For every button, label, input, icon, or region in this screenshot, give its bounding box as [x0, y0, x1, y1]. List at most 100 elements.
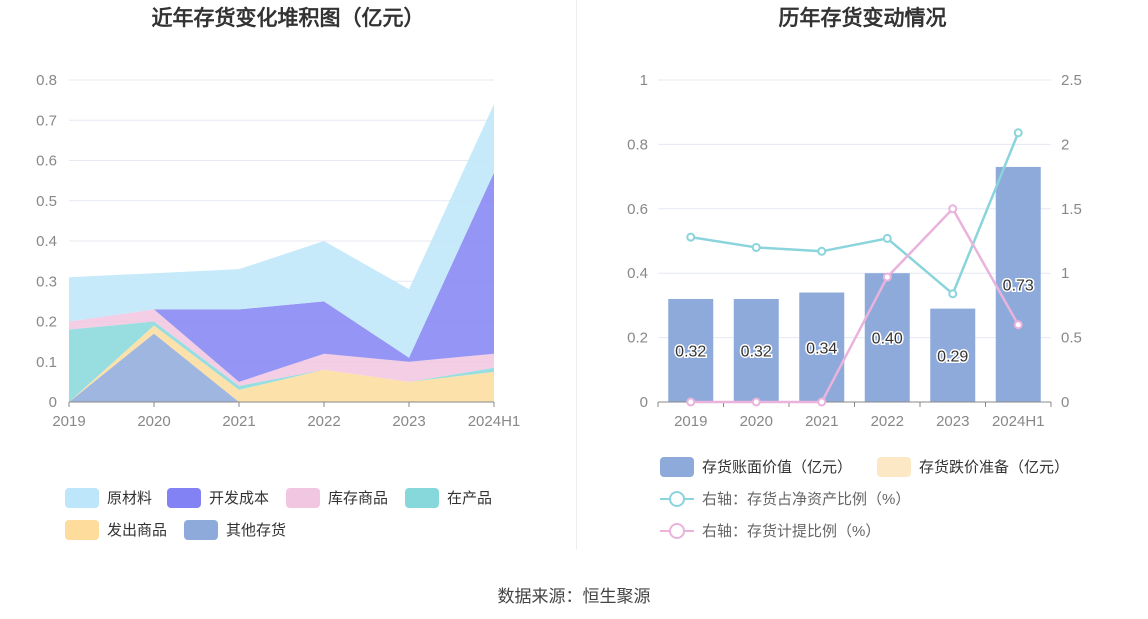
- y-left-tick-label: 0.4: [627, 265, 648, 282]
- legend-item[interactable]: 右轴：存货占净资产比例（%）: [660, 488, 910, 509]
- panel-divider: [576, 0, 577, 550]
- bar: [995, 166, 1041, 402]
- legend-item[interactable]: 其他存货: [184, 519, 286, 540]
- legend-label: 右轴：存货占净资产比例（%）: [702, 491, 911, 508]
- line-point: [817, 246, 827, 256]
- bar-value-label: 0.32: [675, 343, 706, 360]
- legend-label: 原材料: [107, 490, 153, 507]
- bar-line-chart-panel: 历年存货变动情况 0 0.2 0.4 0.6 0.8 1 0 0.5 1 1.5 2 2.5 2019 2…: [577, 0, 1148, 560]
- legend-item[interactable]: 存货账面价值（亿元）: [660, 456, 852, 477]
- legend-swatch: [65, 487, 99, 508]
- legend-item[interactable]: 在产品: [405, 487, 492, 508]
- y-right-tick-label: 1.5: [1061, 201, 1082, 218]
- legend-item[interactable]: 右轴：存货计提比例（%）: [660, 520, 880, 541]
- legend-swatch: [405, 487, 439, 508]
- stacked-area-chart-panel: 近年存货变化堆积图（亿元） 0 0.1 0.2 0.3 0.4 0.5 0.6 0.7 0.8 2…: [0, 0, 576, 560]
- line-point: [686, 232, 696, 242]
- line-point: [1013, 128, 1023, 138]
- legend-item[interactable]: 库存商品: [286, 487, 388, 508]
- bar-value-label: 0.29: [937, 348, 968, 365]
- bar: [799, 292, 845, 402]
- bar-value-label: 0.32: [741, 343, 772, 360]
- x-tick-label: 2019: [52, 413, 85, 430]
- line-point: [882, 272, 892, 282]
- legend-swatch: [184, 519, 218, 540]
- legend-label: 在产品: [447, 490, 493, 507]
- x-tick-label: 2024H1: [468, 413, 521, 430]
- y-tick-label: 0.1: [36, 354, 57, 371]
- bar: [864, 273, 910, 402]
- bar: [668, 298, 714, 402]
- bar-value-label: 0.40: [872, 331, 903, 348]
- y-tick-label: 0.2: [36, 314, 57, 331]
- legend-swatch: [877, 456, 911, 477]
- y-tick-label: 0.3: [36, 273, 57, 290]
- y-right-tick-label: 1: [1061, 265, 1069, 282]
- line-point: [817, 397, 827, 407]
- legend-swatch: [660, 456, 694, 477]
- bar-line-combo-chart: 0 0.2 0.4 0.6 0.8 1 0 0.5 1 1.5 2 2.5 2019 2020 2021 20…: [627, 72, 1082, 430]
- x-tick-label: 2023: [392, 413, 425, 430]
- left-chart-legend: 原材料 开发成本 库存商品 在产品发出商品 其他存货: [0, 0, 576, 560]
- legend-label: 其他存货: [226, 522, 287, 539]
- x-tick-label: 2024H1: [992, 413, 1045, 430]
- legend-label: 存货跌价准备（亿元）: [919, 459, 1070, 476]
- y-tick-label: 0.6: [36, 153, 57, 170]
- x-tick-label: 2021: [222, 413, 255, 430]
- y-tick-label: 0.7: [36, 112, 57, 129]
- legend-item[interactable]: 存货跌价准备（亿元）: [877, 456, 1069, 477]
- legend-item[interactable]: 原材料: [65, 487, 152, 508]
- bar-value-label: 0.34: [806, 340, 837, 357]
- legend-swatch: [286, 487, 320, 508]
- y-right-tick-label: 2: [1061, 136, 1069, 153]
- data-source-note: 数据来源：恒生聚源: [497, 587, 651, 606]
- line-series-1: [690, 132, 1020, 296]
- legend-label: 右轴：存货计提比例（%）: [702, 523, 881, 540]
- x-tick-label: 2023: [936, 413, 969, 430]
- y-right-tick-label: 0: [1061, 394, 1069, 411]
- x-tick-label: 2020: [137, 413, 170, 430]
- y-tick-label: 0: [49, 394, 57, 411]
- x-tick-label: 2021: [805, 413, 838, 430]
- line-series-2: [690, 206, 1020, 404]
- stacked-area-chart: 0 0.1 0.2 0.3 0.4 0.5 0.6 0.7 0.8 2019 2020 2021 202…: [36, 72, 521, 430]
- y-left-tick-label: 0: [640, 394, 648, 411]
- y-left-tick-label: 0.6: [627, 201, 648, 218]
- y-tick-label: 0.5: [36, 193, 57, 210]
- line-point: [686, 397, 696, 407]
- area-series-2: [69, 325, 494, 402]
- y-tick-label: 0.8: [36, 72, 57, 89]
- area-series-6: [69, 104, 494, 358]
- area-series-3: [69, 321, 494, 402]
- x-tick-label: 2020: [740, 413, 773, 430]
- legend-swatch: [65, 519, 99, 540]
- y-left-tick-label: 0.8: [627, 136, 648, 153]
- legend-item[interactable]: 发出商品: [65, 519, 167, 540]
- legend-label: 发出商品: [107, 522, 168, 539]
- legend-swatch: [167, 487, 201, 508]
- line-point: [948, 204, 958, 214]
- legend-label: 开发成本: [209, 490, 270, 507]
- line-point: [882, 233, 892, 243]
- legend-item[interactable]: 开发成本: [167, 487, 269, 508]
- legend-swatch: [660, 489, 694, 509]
- left-chart-title: 近年存货变化堆积图（亿元）: [151, 7, 425, 30]
- bar: [733, 298, 779, 402]
- x-tick-label: 2022: [871, 413, 904, 430]
- x-tick-label: 2022: [307, 413, 340, 430]
- legend-label: 库存商品: [328, 490, 389, 507]
- area-series-1: [69, 333, 494, 402]
- right-chart-title: 历年存货变动情况: [778, 7, 947, 30]
- line-point: [751, 242, 761, 252]
- y-left-tick-label: 0.2: [627, 330, 648, 347]
- x-tick-label: 2019: [674, 413, 707, 430]
- area-series-5: [69, 172, 494, 382]
- line-point: [1013, 320, 1023, 330]
- legend-swatch: [660, 521, 694, 541]
- bar-value-label: 0.73: [1003, 277, 1034, 294]
- legend-label: 存货账面价值（亿元）: [702, 459, 853, 476]
- line-point: [948, 289, 958, 299]
- right-chart-legend: 存货账面价值（亿元） 存货跌价准备（亿元） 右轴：存货占净资产比例（%） 右轴：存货计…: [577, 0, 1148, 560]
- y-tick-label: 0.4: [36, 233, 57, 250]
- area-series-4: [69, 309, 494, 386]
